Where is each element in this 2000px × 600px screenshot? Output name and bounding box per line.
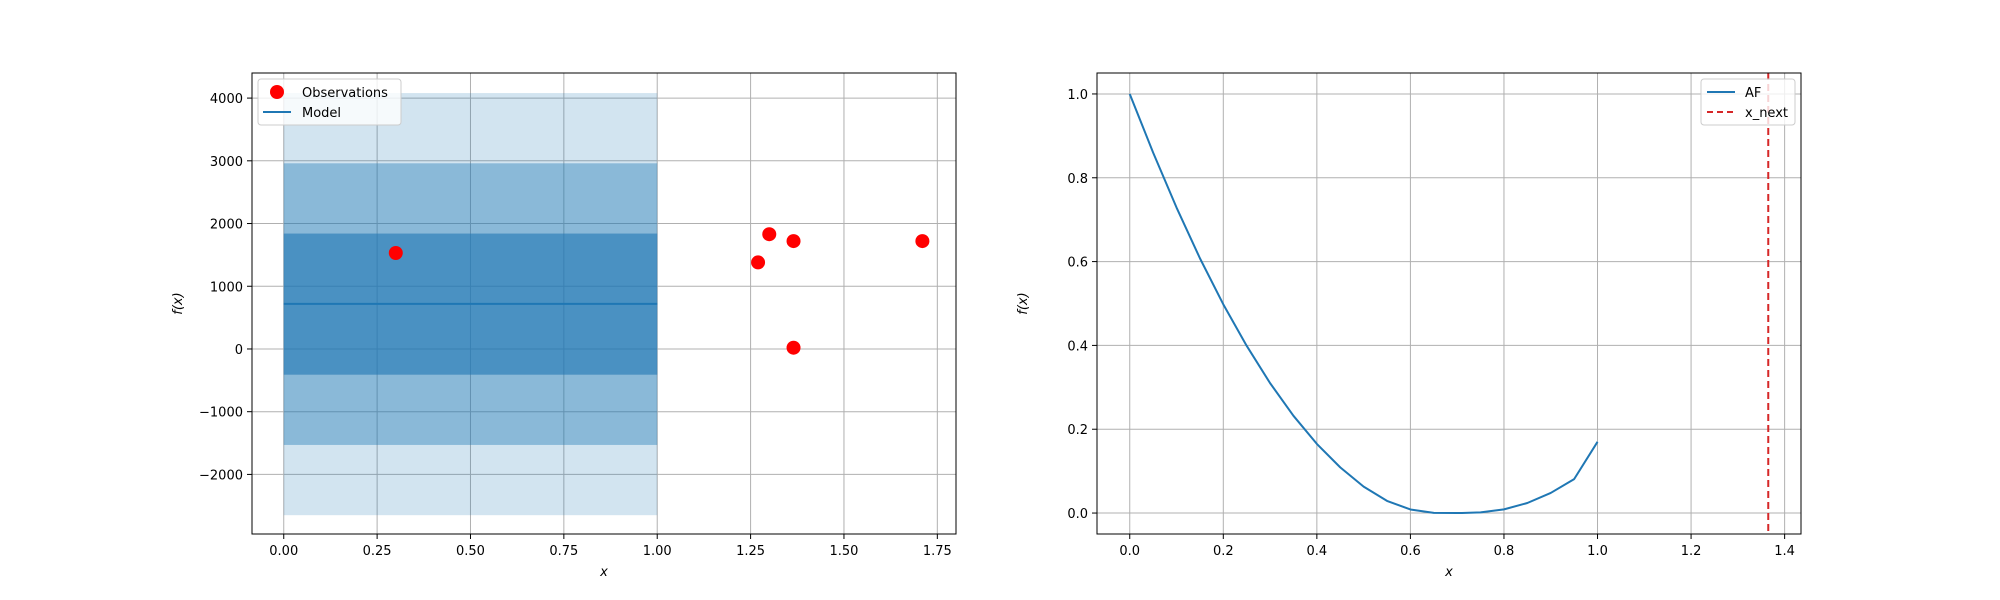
x-tick-label: 1.25 <box>736 544 765 559</box>
y-tick-label: 0.2 <box>1067 423 1088 438</box>
legend-af-label: AF <box>1745 86 1761 101</box>
y-tick-label: 0 <box>235 343 243 358</box>
right-chart-grid <box>1097 73 1801 534</box>
x-tick-label: 0.50 <box>456 544 485 559</box>
left-chart-axes-frame <box>251 72 957 535</box>
y-tick-label: −1000 <box>199 406 243 421</box>
right-chart-y-axis-label: f(x) <box>1016 292 1031 314</box>
observation-point <box>786 340 801 355</box>
right-chart-ticks: 0.0 0.2 0.4 0.6 0.8 1.0 1.2 1.4 0.0 0.2 0.4 0.6 0.8 1… <box>1067 88 1795 559</box>
left-chart-y-axis-label: f(x) <box>171 292 186 314</box>
y-tick-label: 1000 <box>210 280 243 295</box>
x-tick-label: 0.2 <box>1213 544 1234 559</box>
x-tick-label: 0.00 <box>269 544 298 559</box>
right-chart-series <box>1128 73 1770 534</box>
x-tick-label: 0.8 <box>1494 544 1515 559</box>
right-chart-legend-box <box>1700 78 1796 126</box>
observation-point <box>751 255 766 270</box>
x-tick-label: 0.6 <box>1400 544 1421 559</box>
y-tick-label: 0.8 <box>1067 172 1088 187</box>
y-tick-label: 0.0 <box>1067 507 1088 522</box>
legend-observations-label: Observations <box>302 86 388 101</box>
observation-point <box>915 234 930 249</box>
left-chart-ticks: 0.00 0.25 0.50 0.75 1.00 1.25 1.50 1.75 −2000 −10… <box>199 92 952 559</box>
left-chart-legend-box <box>257 78 402 126</box>
left-chart-series <box>283 227 930 355</box>
right-chart-x-axis-label: x <box>1444 565 1453 580</box>
right-chart-panel: 0.0 0.2 0.4 0.6 0.8 1.0 1.2 1.4 0.0 0.2 0.4 0.6 0.8 1… <box>1016 72 1802 580</box>
y-tick-label: 0.4 <box>1067 339 1088 354</box>
x-tick-label: 0.75 <box>549 544 578 559</box>
x-tick-label: 1.4 <box>1774 544 1795 559</box>
observation-point <box>388 246 403 261</box>
observation-point <box>786 234 801 249</box>
x-tick-label: 1.00 <box>643 544 672 559</box>
x-tick-label: 1.75 <box>923 544 952 559</box>
x-tick-label: 0.4 <box>1307 544 1328 559</box>
y-tick-label: 1.0 <box>1067 88 1088 103</box>
y-tick-label: 0.6 <box>1067 256 1088 271</box>
legend-x-next-label: x_next <box>1745 106 1788 121</box>
left-chart-legend: Observations Model <box>257 78 402 126</box>
legend-observations-marker <box>270 85 284 99</box>
x-tick-label: 1.0 <box>1587 544 1608 559</box>
y-tick-label: 2000 <box>210 218 243 233</box>
x-tick-label: 0.25 <box>363 544 392 559</box>
x-tick-label: 0.0 <box>1119 544 1140 559</box>
y-tick-label: 3000 <box>210 155 243 170</box>
left-chart-panel: 0.00 0.25 0.50 0.75 1.00 1.25 1.50 1.75 −2000 −10… <box>171 72 957 580</box>
x-tick-label: 1.2 <box>1681 544 1702 559</box>
legend-model-label: Model <box>302 106 341 121</box>
right-chart-axes-frame <box>1096 72 1802 535</box>
y-tick-label: −2000 <box>199 468 243 483</box>
observation-point <box>762 227 777 242</box>
right-chart-legend: AF x_next <box>1700 78 1796 126</box>
y-tick-label: 4000 <box>210 92 243 107</box>
left-chart-x-axis-label: x <box>599 565 608 580</box>
af-line <box>1128 93 1599 515</box>
x-tick-label: 1.50 <box>829 544 858 559</box>
